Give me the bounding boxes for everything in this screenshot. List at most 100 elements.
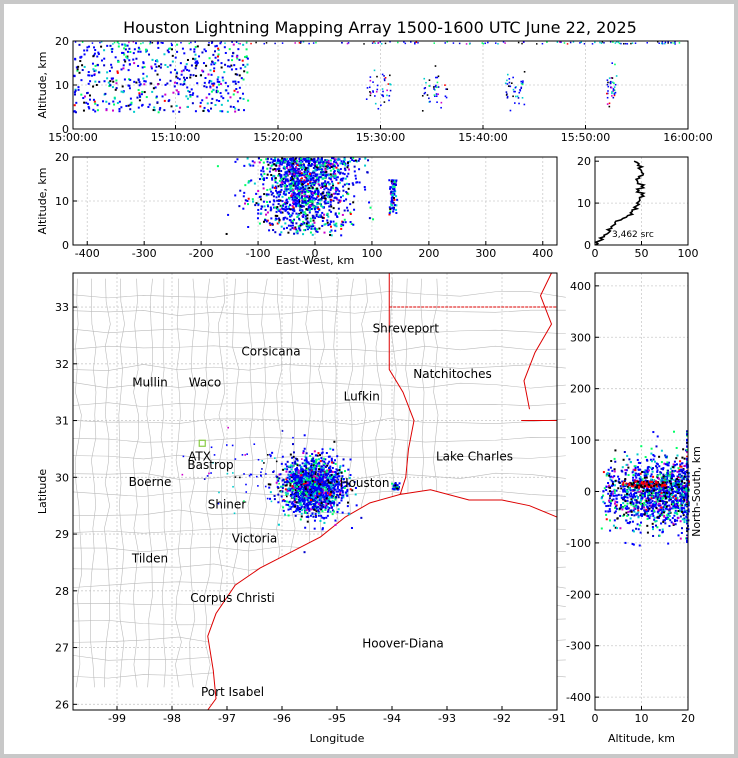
source-point — [190, 41, 192, 44]
source-point — [626, 502, 629, 505]
source-point — [632, 493, 635, 496]
source-point — [296, 178, 299, 181]
source-point — [307, 478, 310, 481]
source-point — [312, 197, 315, 200]
source-point — [326, 165, 329, 168]
source-point — [607, 499, 610, 502]
source-point — [629, 521, 632, 524]
source-point — [322, 484, 325, 487]
source-point — [354, 493, 357, 496]
source-point — [652, 431, 655, 434]
source-point — [313, 484, 316, 487]
source-point — [353, 165, 356, 168]
source-point — [304, 229, 307, 232]
source-point — [335, 186, 338, 189]
source-point — [613, 89, 616, 92]
source-point — [664, 503, 667, 506]
source-point — [502, 41, 505, 43]
source-point — [200, 74, 203, 77]
source-point — [116, 71, 119, 74]
source-point — [642, 504, 645, 507]
source-point — [301, 470, 304, 473]
source-point — [315, 506, 318, 509]
source-point — [211, 82, 214, 85]
source-point — [392, 182, 395, 185]
source-point — [299, 174, 302, 177]
source-point — [156, 73, 159, 76]
source-point — [111, 47, 114, 50]
source-point — [118, 42, 120, 45]
source-point — [289, 177, 292, 180]
source-point — [318, 480, 321, 483]
source-point — [126, 55, 129, 58]
source-point — [321, 489, 324, 492]
source-point — [159, 66, 162, 69]
source-point — [274, 179, 277, 182]
source-point — [329, 159, 332, 162]
source-point — [154, 59, 157, 62]
source-point — [81, 69, 84, 72]
source-point — [303, 179, 306, 182]
source-point — [289, 507, 292, 510]
source-point — [658, 42, 660, 44]
source-point — [288, 170, 291, 173]
source-point — [327, 174, 330, 177]
source-point — [334, 488, 337, 491]
source-point — [248, 474, 251, 477]
source-point — [294, 481, 297, 484]
source-point — [663, 519, 666, 522]
source-point — [374, 42, 376, 44]
source-point — [322, 475, 325, 478]
source-point — [284, 463, 287, 466]
source-point — [289, 228, 292, 231]
source-point — [291, 493, 294, 496]
source-point — [320, 500, 323, 503]
source-point — [312, 160, 315, 163]
source-point — [263, 177, 266, 180]
source-point — [312, 515, 315, 518]
source-point — [656, 494, 659, 497]
source-point — [260, 169, 263, 172]
source-point — [268, 486, 271, 489]
source-point — [270, 208, 273, 211]
source-point — [600, 42, 603, 44]
source-point — [301, 183, 304, 186]
source-point — [313, 478, 316, 481]
source-point — [301, 174, 304, 177]
source-point — [392, 188, 395, 191]
source-point — [666, 481, 669, 484]
source-point — [156, 101, 159, 104]
source-point — [265, 194, 268, 197]
source-point — [286, 211, 289, 214]
source-point — [678, 470, 681, 473]
source-point — [655, 465, 658, 468]
source-point — [446, 88, 449, 91]
source-point — [321, 506, 324, 509]
source-point — [283, 165, 286, 168]
source-point — [142, 42, 144, 44]
source-point — [201, 69, 204, 72]
source-point — [301, 500, 304, 503]
source-point — [278, 473, 281, 476]
source-point — [331, 466, 334, 469]
source-point — [307, 187, 310, 190]
source-point — [343, 218, 346, 221]
source-point — [278, 179, 281, 182]
source-point — [274, 42, 276, 45]
source-point — [660, 480, 663, 483]
source-point — [296, 192, 299, 195]
county-boundary — [203, 278, 211, 688]
source-point — [293, 160, 296, 163]
source-point — [271, 222, 274, 225]
source-point — [195, 63, 198, 66]
source-point — [303, 447, 306, 450]
source-point — [315, 465, 318, 468]
source-point — [307, 205, 310, 208]
source-point — [664, 42, 666, 45]
source-point — [343, 173, 346, 176]
source-point — [232, 485, 234, 488]
source-point — [312, 219, 315, 222]
source-point — [674, 486, 677, 489]
source-point — [235, 68, 238, 71]
source-point — [323, 231, 326, 234]
